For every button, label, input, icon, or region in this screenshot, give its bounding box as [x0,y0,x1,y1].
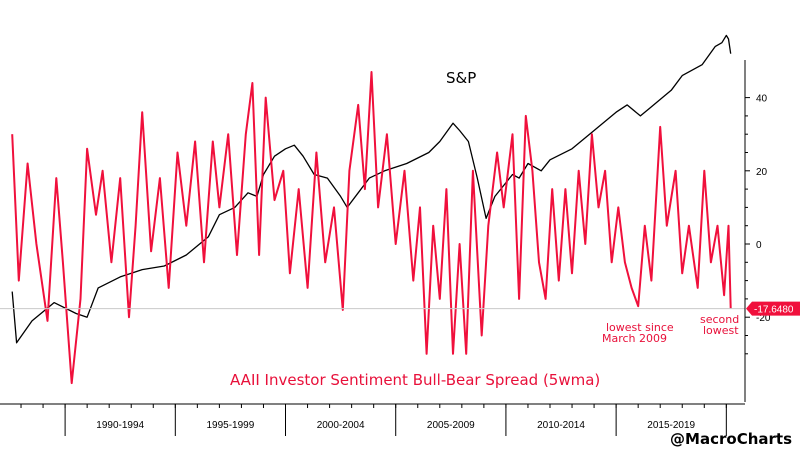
x-period-label: 2015-2019 [647,420,695,431]
reference-value-flag [746,301,800,316]
chart-title: AAII Investor Sentiment Bull-Bear Spread… [230,371,600,389]
sp-series-line [11,34,732,344]
x-period-label: 2005-2009 [427,420,475,431]
author-handle: @MacroCharts [670,430,792,448]
annotation-lowest-since: lowest since [606,321,674,334]
series-polyline [11,71,732,385]
x-period-label: 1995-1999 [206,420,254,431]
annotation-second: second [700,313,739,326]
annotation-march-2009: March 2009 [602,332,667,345]
x-period-label: 1990-1994 [96,420,144,431]
x-period-label: 2000-2004 [317,420,365,431]
x-period-label: 2010-2014 [537,420,585,431]
y-tick-label: 40 [756,94,768,105]
y-tick-label: -20 [756,313,771,324]
sp-label: S&P [446,69,476,87]
y-tick-label: 0 [756,240,762,251]
series-polyline [11,34,732,344]
y-axis: 40 20 0 -20 [744,60,771,402]
x-axis: 1990-1994 1995-1999 2000-2004 2005-2009 2010… [0,403,745,436]
y-tick-label: 20 [756,167,768,178]
spread-series-line [11,71,732,385]
reference-value-callout: -17.6480 [746,301,800,316]
reference-value-label: -17.6480 [754,305,794,316]
annotation-lowest: lowest [703,324,739,337]
